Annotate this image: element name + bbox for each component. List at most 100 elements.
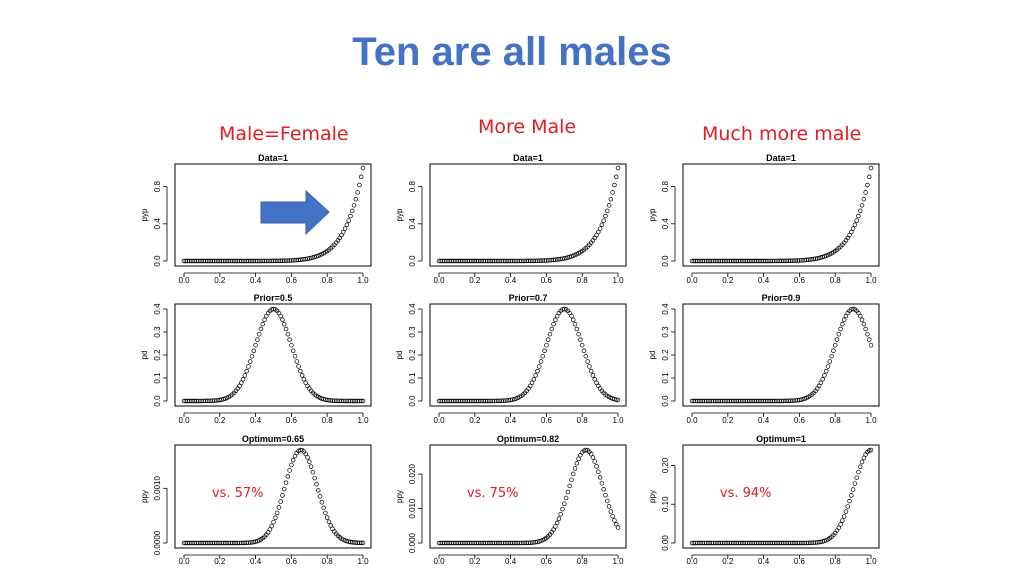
- x-tick-label: 0.2: [469, 276, 481, 285]
- data-point: [298, 447, 303, 453]
- data-point: [585, 359, 590, 364]
- data-point: [615, 397, 621, 403]
- y-tick-label: 0.4: [408, 303, 417, 315]
- data-point: [834, 337, 840, 342]
- y-tick-label: 0.1: [661, 372, 670, 384]
- data-point: [353, 196, 359, 202]
- plot-frame: [682, 303, 880, 407]
- y-tick-label: 0.3: [408, 326, 417, 338]
- x-tick-label: 0.2: [469, 557, 481, 566]
- data-point: [597, 475, 603, 480]
- data-point: [569, 477, 574, 483]
- x-tick-label: 0.6: [794, 416, 806, 425]
- y-tick-label: 0.8: [408, 180, 417, 192]
- data-point: [324, 515, 330, 520]
- x-tick-label: 1.0: [357, 416, 369, 425]
- data-point: [330, 526, 335, 531]
- data-point: [538, 359, 544, 364]
- y-tick-label: 0.2: [408, 349, 417, 361]
- chart-title: Prior=0.5: [254, 293, 293, 303]
- y-tick-label: 0.1: [408, 372, 417, 384]
- y-tick-label: 0.0: [153, 255, 162, 267]
- data-point: [355, 190, 360, 195]
- y-tick-label: 0.020: [408, 464, 417, 485]
- data-point: [868, 342, 874, 348]
- data-point: [852, 222, 858, 228]
- data-point: [590, 455, 596, 460]
- data-point: [351, 203, 357, 208]
- y-axis-label: pyp: [648, 208, 657, 221]
- data-point: [865, 331, 870, 337]
- data-point: [858, 313, 863, 319]
- data-point: [572, 321, 578, 327]
- x-tick-label: 0.0: [433, 276, 445, 285]
- data-point: [276, 505, 282, 510]
- plot-frame: [174, 303, 372, 407]
- data-point: [358, 174, 364, 180]
- data-point: [273, 515, 278, 521]
- data-point: [845, 504, 850, 509]
- data-point: [838, 326, 843, 332]
- data-point: [299, 373, 305, 378]
- data-point: [544, 342, 549, 348]
- data-point: [823, 368, 829, 374]
- data-point: [570, 471, 576, 477]
- y-tick-label: 0.00: [661, 535, 670, 551]
- data-point: [606, 504, 612, 509]
- x-tick-label: 0.6: [541, 416, 553, 425]
- data-point: [287, 468, 292, 473]
- data-point: [358, 540, 364, 546]
- data-point: [578, 452, 583, 458]
- y-tick-label: 0.0: [153, 395, 162, 407]
- data-point: [563, 495, 569, 501]
- chart-title: Prior=0.7: [509, 293, 548, 303]
- data-point: [360, 398, 366, 404]
- data-point: [840, 518, 845, 523]
- data-point: [290, 348, 296, 354]
- data-point: [558, 511, 563, 517]
- data-point: [608, 196, 614, 202]
- y-tick-label: 0.1: [153, 372, 162, 384]
- data-point: [841, 514, 847, 519]
- x-tick-label: 0.0: [686, 276, 698, 285]
- x-tick-label: 0.4: [250, 416, 262, 425]
- data-point: [858, 464, 863, 470]
- x-tick-label: 1.0: [865, 416, 877, 425]
- data-point: [836, 525, 842, 530]
- data-point: [553, 524, 558, 529]
- plot-frame: [429, 303, 627, 407]
- data-point: [542, 348, 547, 354]
- x-tick-label: 0.6: [794, 557, 806, 566]
- chart-title: Data=1: [513, 153, 543, 163]
- data-point: [319, 500, 325, 505]
- x-tick-label: 0.8: [830, 557, 842, 566]
- data-point: [858, 208, 863, 214]
- comparison-note: vs. 94%: [720, 486, 772, 501]
- y-tick-label: 0.20: [661, 457, 670, 473]
- data-point: [588, 451, 594, 457]
- data-point: [832, 342, 838, 348]
- right-arrow-icon: [260, 189, 330, 236]
- x-tick-label: 0.4: [505, 557, 517, 566]
- y-tick-label: 0.010: [408, 498, 417, 519]
- data-point: [865, 182, 870, 188]
- data-point: [850, 226, 856, 231]
- chart-panel-4: Prior=0.5 0.0 0.2 0.4 0.6 0.8 1.0 0.0 0.1 0.2 0.3 0…: [140, 293, 372, 425]
- data-point: [240, 377, 246, 382]
- comparison-note: vs. 75%: [467, 486, 519, 501]
- plot-frame: [174, 444, 372, 549]
- chart-panel-1: Data=1 0.0 0.2 0.4 0.6 0.8 1.0 0.0 0.4 0.8 pyp: [140, 153, 372, 285]
- data-point: [866, 337, 872, 342]
- y-tick-label: 0.3: [153, 326, 162, 338]
- x-tick-label: 0.2: [722, 416, 734, 425]
- data-point: [253, 342, 258, 348]
- data-point: [599, 481, 605, 486]
- x-tick-label: 1.0: [865, 557, 877, 566]
- data-point: [271, 306, 276, 312]
- data-point: [843, 509, 849, 514]
- data-point: [847, 498, 852, 504]
- data-point: [601, 218, 606, 223]
- x-tick-label: 0.0: [178, 416, 190, 425]
- data-point: [574, 326, 580, 332]
